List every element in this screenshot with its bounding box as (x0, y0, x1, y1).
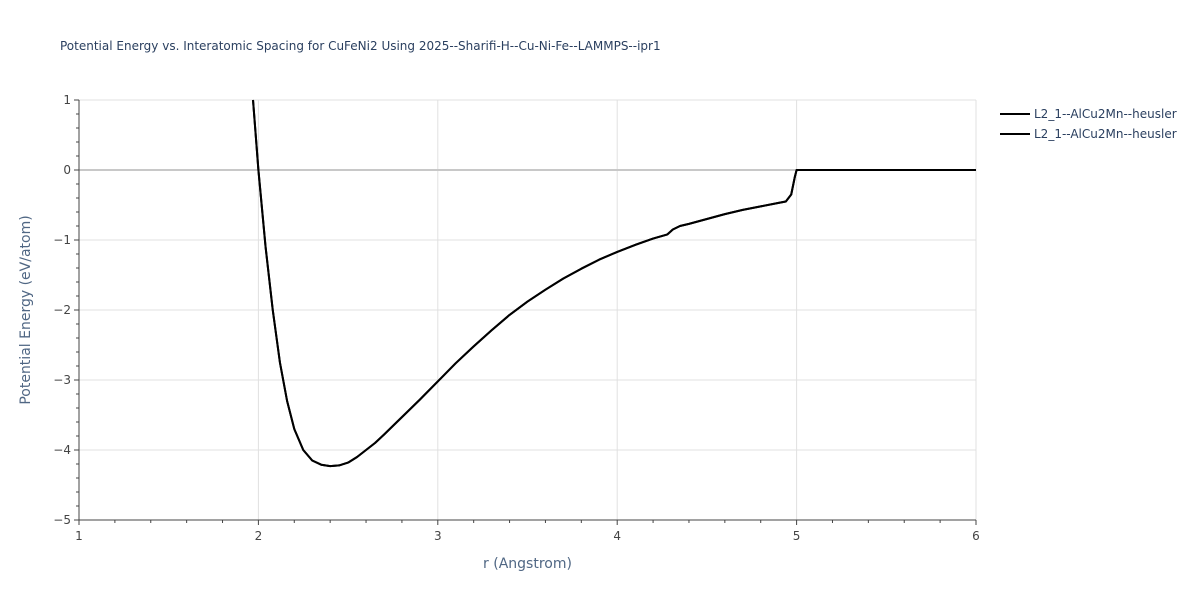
y-tick-label: −2 (53, 303, 71, 317)
axes (74, 99, 977, 525)
legend-label: L2_1--AlCu2Mn--heusler (1034, 107, 1177, 121)
tick-labels: 1 2 3 4 5 6 1 0 −1 −2 −3 −4 −5 (53, 93, 980, 543)
series-line-2 (252, 99, 976, 468)
x-tick-label: 1 (75, 529, 83, 543)
y-tick-label: 1 (63, 93, 71, 107)
x-tick-label: 5 (793, 529, 801, 543)
x-tick-label: 3 (434, 529, 442, 543)
y-tick-label: 0 (63, 163, 71, 177)
y-tick-label: −4 (53, 443, 71, 457)
x-tick-label: 4 (613, 529, 621, 543)
legend[interactable]: L2_1--AlCu2Mn--heusler L2_1--AlCu2Mn--heu… (1000, 107, 1177, 141)
legend-label: L2_1--AlCu2Mn--heusler (1034, 127, 1177, 141)
x-axis-label: r (Angstrom) (483, 556, 572, 572)
legend-entry[interactable]: L2_1--AlCu2Mn--heusler (1000, 127, 1177, 141)
series-line-1 (252, 99, 976, 468)
y-axis-label: Potential Energy (eV/atom) (18, 215, 34, 404)
x-tick-label: 6 (972, 529, 980, 543)
legend-entry[interactable]: L2_1--AlCu2Mn--heusler (1000, 107, 1177, 121)
y-tick-label: −5 (53, 513, 71, 527)
grid (79, 99, 977, 520)
y-tick-label: −3 (53, 373, 71, 387)
chart-title: Potential Energy vs. Interatomic Spacing… (60, 39, 661, 53)
x-tick-label: 2 (255, 529, 263, 543)
y-tick-label: −1 (53, 233, 71, 247)
series-layer (252, 99, 976, 468)
